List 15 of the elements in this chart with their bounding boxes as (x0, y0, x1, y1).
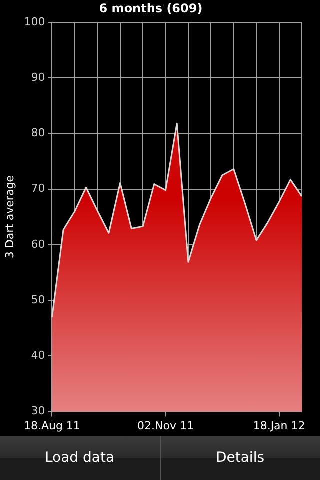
y-tick-label: 80 (31, 126, 46, 140)
x-tick-label: 18.Jan 12 (253, 419, 306, 432)
y-tick-label: 30 (31, 404, 46, 418)
y-tick-label: 90 (31, 70, 46, 84)
y-tick-label: 40 (31, 349, 46, 362)
y-axis-title: 3 Dart average (3, 175, 16, 259)
x-tick-label: 02.Nov 11 (138, 419, 194, 432)
y-tick-label: 50 (31, 293, 46, 306)
y-tick-label: 70 (31, 182, 46, 196)
text: Details (160, 436, 320, 480)
chart-title: 6 months (609) (99, 1, 203, 16)
y-tick-label: 100 (24, 15, 46, 28)
y-tick-label: 60 (31, 238, 46, 251)
text: Load data (44, 449, 116, 468)
x-tick-label: 18.Aug 11 (24, 419, 80, 432)
